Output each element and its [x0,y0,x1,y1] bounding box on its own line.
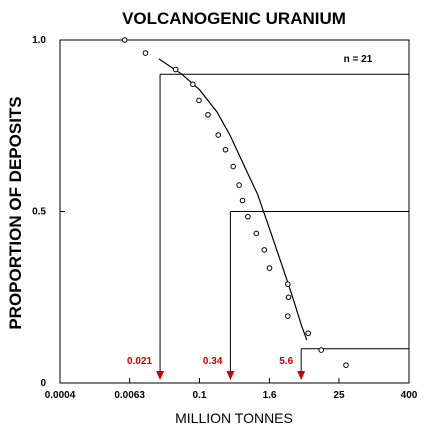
data-point [190,81,196,88]
x-tick-label: 1.6 [263,390,277,401]
data-point [305,330,312,337]
x-tick-label: 0.0063 [114,390,145,401]
chart-marks: 0.0004 0.0063 0.1 1.6 25 400 0 0.5 1.0 0.021 0.34 5… [32,35,418,401]
x-tick-label: 0.0004 [45,390,76,401]
percentile-arrow [297,371,306,380]
data-point [121,37,128,43]
data-point [205,111,211,118]
percentile-arrow [156,371,165,380]
y-tick-label: 0 [40,378,46,389]
x-tick-label: 0.1 [193,390,207,401]
percentile-arrow [226,371,235,380]
data-point [266,265,273,271]
percentile-label: 0.021 [127,356,152,367]
y-axis-label: PROPORTION OF DEPOSITS [6,96,25,329]
data-point [318,347,325,353]
data-point [172,66,179,73]
data-point [285,313,291,319]
sample-size-label: n = 21 [344,54,373,65]
x-tick-label: 400 [401,390,418,401]
data-point [142,50,149,56]
data-point [285,294,292,301]
x-tick-label: 25 [333,390,345,401]
data-point [239,197,246,204]
data-point [236,182,242,188]
data-point [285,281,291,288]
y-tick-label: 1.0 [32,35,46,46]
percentile-label: 0.34 [203,356,223,367]
data-point [245,213,251,220]
fitted-curve-line [158,58,308,341]
chart-title: VOLCANOGENIC URANIUM [122,9,346,28]
data-point [230,163,237,170]
percentile-label: 5.6 [279,356,293,367]
data-point [215,132,222,138]
data-point [196,97,202,104]
data-point [261,247,268,253]
data-point [343,362,349,368]
x-axis-label: MILLION TONNES [175,410,293,426]
data-point [222,146,229,153]
data-point [253,230,260,237]
y-tick-label: 0.5 [32,207,46,218]
